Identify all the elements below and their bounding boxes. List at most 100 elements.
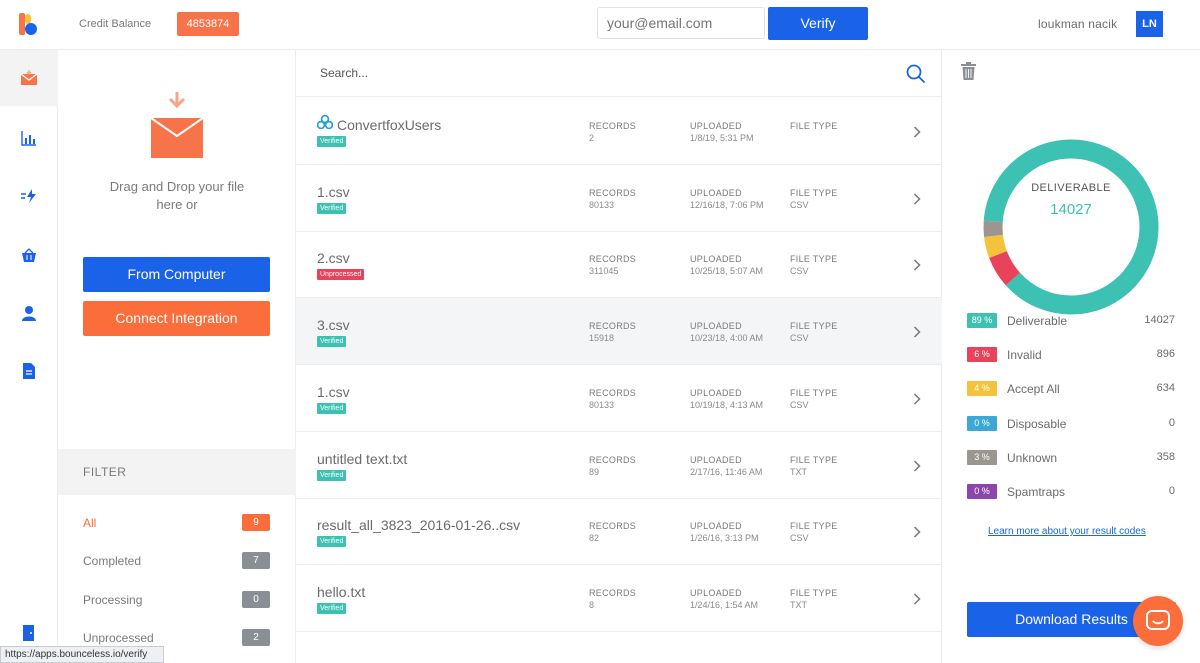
records-label: RECORDS — [589, 254, 637, 265]
search-input[interactable]: Search... — [320, 66, 369, 80]
chevron-right-icon[interactable] — [913, 126, 921, 138]
rail-item-api[interactable] — [0, 168, 58, 224]
records-value: 2 — [589, 133, 595, 143]
rail-item-account[interactable] — [0, 285, 58, 341]
uploaded-label: UPLOADED — [690, 587, 742, 598]
file-row[interactable]: result_all_3823_2016-01-26..csv Verified R… — [296, 498, 942, 566]
file-row[interactable]: 2.csv Unprocessed RECORDS 311045 UPLOADED 10/… — [296, 231, 942, 299]
file-type-label: FILE TYPE — [790, 321, 838, 332]
file-row[interactable]: hello.txt Verified RECORDS 8 UPLOADED 1/24/16… — [296, 565, 942, 632]
rail-item-stats[interactable] — [0, 110, 58, 166]
file-row[interactable]: ConvertfoxUsers Verified RECORDS 2 UPLOADED 1… — [296, 98, 942, 165]
top-bar: Credit Balance 4853874 Verify loukman na… — [0, 0, 1200, 50]
file-name[interactable]: 2.csv — [317, 250, 350, 267]
legend-item: 6 % Invalid 896 — [967, 346, 1175, 364]
rail-item-logout[interactable] — [0, 605, 58, 661]
legend-name: Accept All — [1007, 382, 1060, 397]
records-value: 311045 — [589, 266, 619, 277]
records-label: RECORDS — [589, 587, 637, 598]
file-status-badge: Verified — [317, 469, 347, 481]
file-name[interactable]: result_all_3823_2016-01-26..csv — [317, 517, 521, 534]
chevron-right-icon[interactable] — [913, 593, 921, 605]
records-value: 82 — [589, 533, 600, 544]
learn-more-link[interactable]: Learn more about your result codes — [988, 526, 1146, 537]
filter-item-completed[interactable]: Completed 7 — [83, 552, 270, 570]
file-name[interactable]: 3.csv — [317, 317, 350, 334]
trash-icon[interactable] — [961, 62, 976, 80]
bar-chart-icon — [21, 131, 36, 146]
file-row[interactable]: 1.csv Verified RECORDS 80133 UPLOADED 10/19/1… — [296, 365, 942, 432]
search-icon[interactable] — [906, 64, 926, 84]
file-status-badge: Verified — [317, 402, 347, 414]
rail-item-docs[interactable] — [0, 343, 58, 399]
records-label: RECORDS — [589, 121, 637, 131]
verify-button[interactable]: Verify — [768, 7, 868, 40]
status-bar-url: https://apps.bounceless.io/verify — [0, 646, 164, 663]
chevron-right-icon[interactable] — [913, 459, 921, 472]
records-value: 80133 — [589, 399, 615, 410]
chevron-right-icon[interactable] — [913, 326, 921, 338]
rail-item-shop[interactable] — [0, 227, 58, 283]
uploaded-value: 10/19/18, 4:13 AM — [690, 399, 764, 410]
connect-integration-button[interactable]: Connect Integration — [83, 301, 270, 336]
file-name[interactable]: 1.csv — [317, 383, 350, 400]
results-panel: DELIVERABLE 14027 89 % Deliverable 14027 6 … — [942, 50, 1200, 663]
basket-icon — [22, 247, 36, 262]
filter-item-processing[interactable]: Processing 0 — [83, 591, 270, 609]
legend-percent-badge: 6 % — [967, 347, 997, 363]
file-row[interactable]: 3.csv Verified RECORDS 15918 UPLOADED 10/23/1… — [296, 298, 942, 366]
drop-zone-text[interactable]: Drag and Drop your file here or — [109, 179, 245, 212]
user-icon — [22, 306, 36, 321]
user-avatar[interactable]: LN — [1136, 11, 1163, 37]
filter-item-all[interactable]: All 9 — [83, 514, 270, 532]
bounceless-logo-icon[interactable] — [18, 12, 40, 38]
records-label: RECORDS — [589, 387, 637, 398]
uploaded-label: UPLOADED — [690, 321, 742, 332]
file-type-label: FILE TYPE — [790, 521, 838, 532]
legend-item: 3 % Unknown 358 — [967, 449, 1175, 467]
file-name[interactable]: ConvertfoxUsers — [337, 117, 442, 133]
uploaded-value: 12/16/18, 7:06 PM — [690, 199, 764, 210]
donut-center-value: 14027 — [1050, 201, 1092, 218]
file-status-badge: Verified — [317, 136, 347, 147]
file-status-badge: Verified — [317, 336, 347, 348]
user-name[interactable]: loukman nacik — [1038, 17, 1118, 31]
filter-header: FILTER — [58, 449, 296, 495]
uploaded-label: UPLOADED — [690, 454, 742, 465]
chevron-right-icon[interactable] — [913, 393, 921, 405]
file-type-label: FILE TYPE — [790, 121, 838, 131]
uploaded-label: UPLOADED — [690, 387, 742, 398]
icon-rail — [0, 50, 58, 663]
file-name[interactable]: untitled text.txt — [317, 450, 408, 467]
records-label: RECORDS — [589, 321, 637, 332]
credit-balance-value: 4853874 — [177, 12, 239, 36]
results-donut-chart — [983, 139, 1159, 315]
file-type-label: FILE TYPE — [790, 454, 838, 465]
legend-item: 0 % Disposable 0 — [967, 415, 1175, 433]
legend-percent-badge: 3 % — [967, 449, 997, 465]
filter-item-unprocessed[interactable]: Unprocessed 2 — [83, 629, 270, 647]
filter-count: 0 — [242, 591, 270, 608]
legend-item: 0 % Spamtraps 0 — [967, 483, 1175, 501]
legend-value: 358 — [1156, 450, 1175, 463]
file-row[interactable]: untitled text.txt Verified RECORDS 89 UPLOAD… — [296, 432, 942, 499]
chevron-right-icon[interactable] — [913, 526, 921, 538]
file-type-value: CSV — [790, 533, 809, 544]
file-name[interactable]: hello.txt — [317, 583, 366, 600]
file-type-label: FILE TYPE — [790, 387, 838, 398]
legend-name: Disposable — [1007, 416, 1067, 431]
chevron-right-icon[interactable] — [913, 259, 921, 271]
legend-value: 14027 — [1144, 314, 1175, 326]
filter-count: 2 — [242, 629, 270, 646]
chat-launcher-button[interactable] — [1133, 596, 1183, 646]
file-row[interactable]: 1.csv Verified RECORDS 80133 UPLOADED 12/16/1… — [296, 165, 942, 232]
from-computer-button[interactable]: From Computer — [83, 257, 270, 292]
rail-item-verify[interactable] — [0, 50, 58, 106]
legend-value: 0 — [1168, 416, 1175, 429]
chevron-right-icon[interactable] — [913, 193, 921, 205]
mail-icon — [20, 70, 38, 85]
search-bar: Search... — [296, 50, 942, 97]
file-name[interactable]: 1.csv — [317, 183, 350, 200]
email-input[interactable] — [597, 7, 765, 39]
file-type-value: TXT — [790, 466, 807, 477]
